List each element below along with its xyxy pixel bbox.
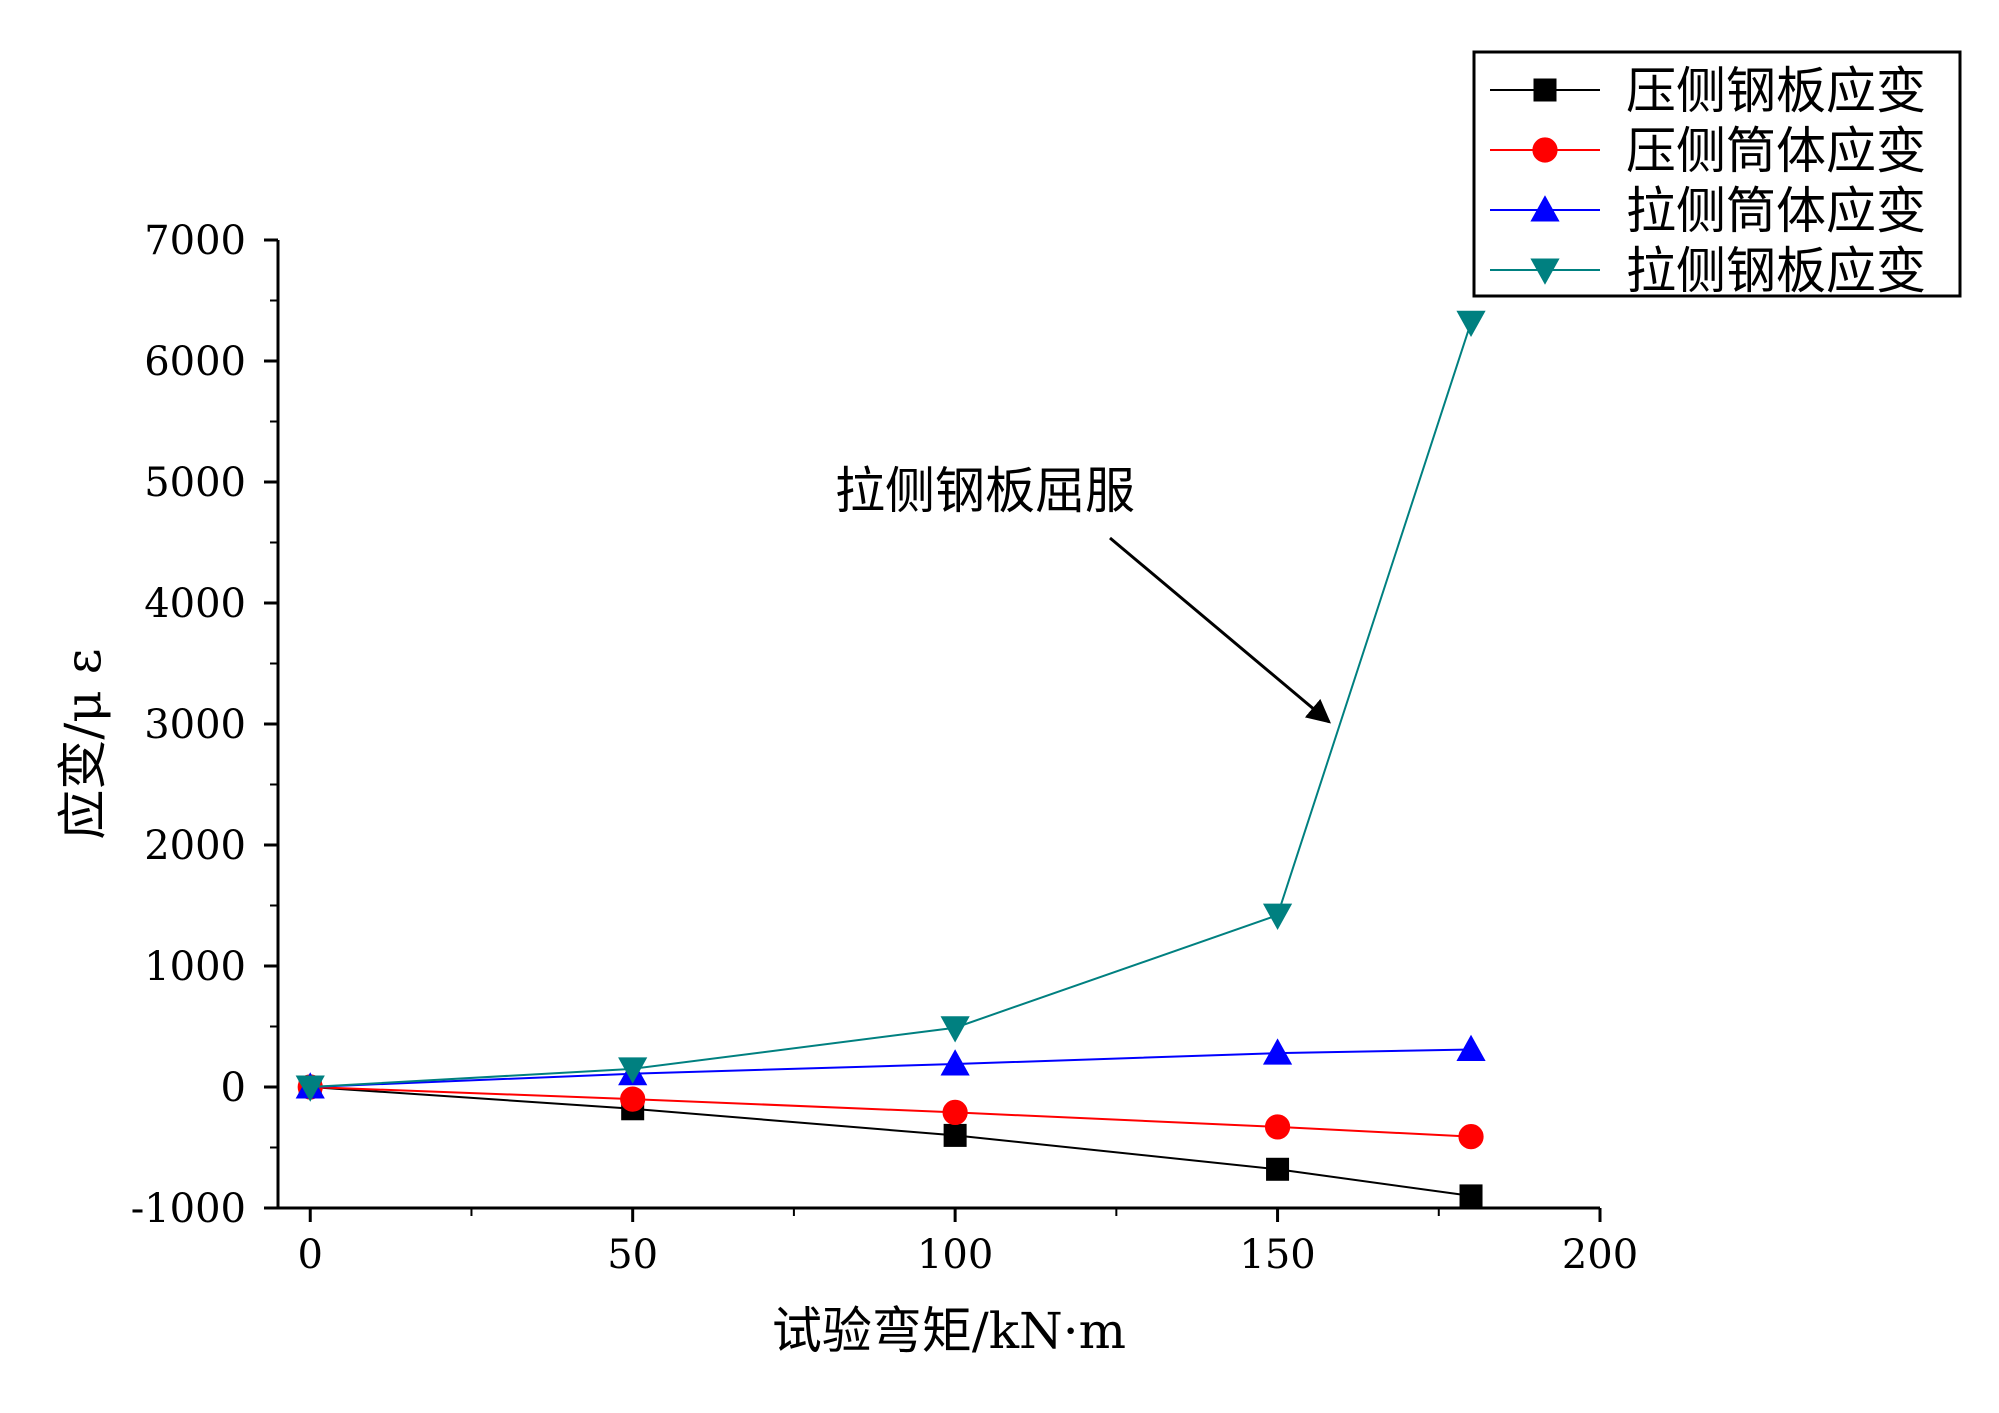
legend-marker [1532,137,1558,163]
y-tick-label: 7000 [144,218,246,264]
legend-item: 拉侧筒体应变 [1490,182,1926,240]
legend-marker [1530,258,1560,285]
y-tick-label: -1000 [131,1186,246,1232]
y-tick-label: 6000 [144,339,246,385]
annotation-layer: 拉侧钢板屈服 [835,462,1331,724]
legend-marker [1533,78,1557,102]
x-tick-label: 0 [298,1232,323,1278]
y-tick-label: 3000 [144,702,246,748]
data-point [1264,1114,1291,1140]
series-line [310,1086,1472,1197]
data-point [295,1075,325,1102]
annotation-label: 拉侧钢板屈服 [835,462,1135,520]
y-tick-label: 4000 [144,581,246,627]
legend-item: 压侧筒体应变 [1490,122,1926,180]
series-line [310,1048,1472,1088]
y-tick-label: 2000 [144,823,246,869]
y-tick-label: 1000 [144,944,246,990]
legend-label: 拉侧筒体应变 [1626,182,1926,240]
data-point [943,1123,967,1147]
series-2 [295,1034,1486,1099]
data-point [618,1057,648,1084]
data-point [1458,1124,1484,1150]
x-axis-title: 试验弯矩/kN·m [772,1302,1126,1360]
x-tick-label: 100 [917,1232,993,1278]
data-point [1262,1038,1293,1065]
y-tick-label: 5000 [144,460,246,506]
legend-marker [1530,195,1560,222]
legend-label: 拉侧钢板应变 [1626,242,1926,300]
data-point [940,1016,970,1043]
series-1 [297,1074,1484,1150]
data-point [940,1049,970,1076]
series-0 [298,1075,1483,1208]
annotation-arrow [1109,536,1331,724]
legend-label: 压侧钢板应变 [1626,62,1926,120]
x-tick-label: 50 [607,1232,658,1278]
data-point [1459,1184,1483,1208]
data-point [942,1099,968,1126]
data-point [1456,1034,1486,1061]
series-line [310,321,1472,1088]
data-point [620,1086,646,1112]
series-layer [295,310,1486,1208]
x-tick-label: 200 [1562,1232,1638,1278]
y-tick-label: 0 [221,1065,246,1111]
y-axis-title: 应变/μ ε [54,648,112,839]
legend-label: 压侧筒体应变 [1626,122,1926,180]
data-point [1266,1157,1290,1181]
data-point [1262,903,1293,930]
data-point [1456,310,1486,338]
x-tick-label: 150 [1239,1232,1315,1278]
axes: 0 50 100 150 200 -1000 0 1000 2000 3000 4000 5000 60… [131,218,1638,1278]
series-3 [295,310,1486,1102]
legend-item: 压侧钢板应变 [1490,62,1926,120]
legend-item: 拉侧钢板应变 [1490,242,1926,300]
